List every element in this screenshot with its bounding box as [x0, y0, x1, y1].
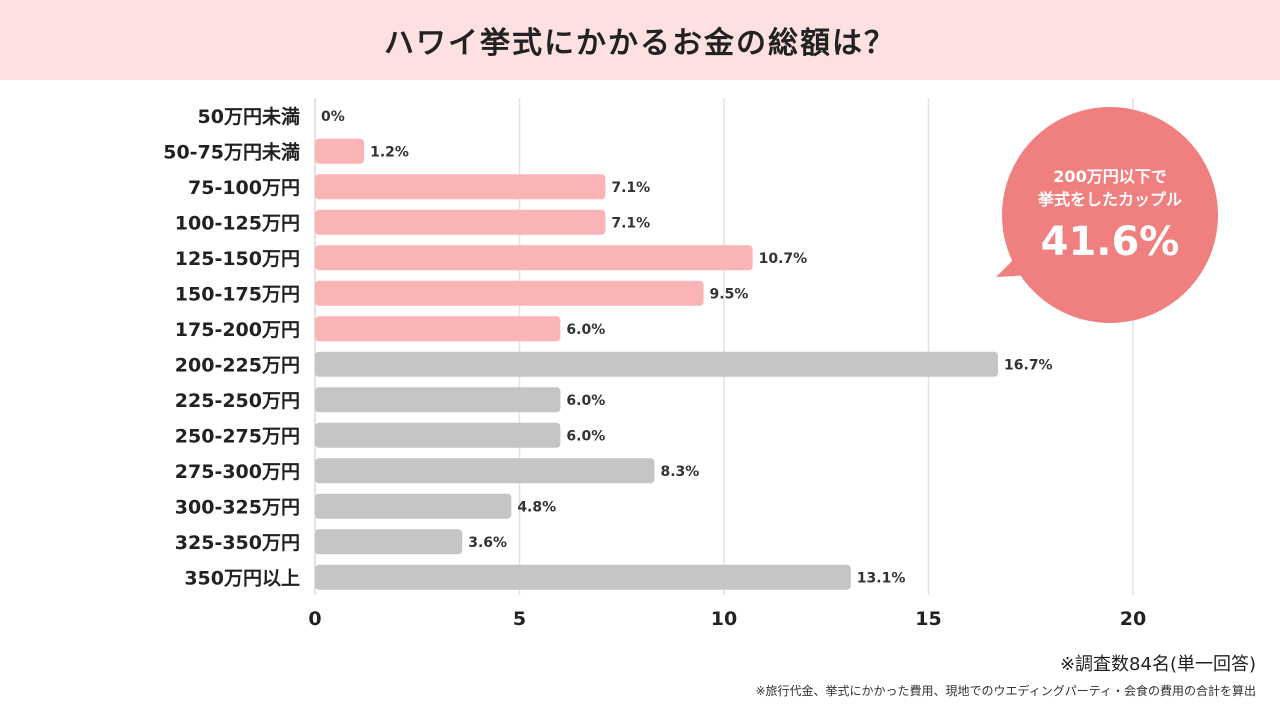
value-label: 7.1%	[611, 215, 650, 231]
value-label: 7.1%	[611, 180, 650, 196]
value-label: 3.6%	[468, 535, 507, 551]
category-label: 350万円以上	[184, 567, 300, 589]
callout-bubble: 200万円以下で 挙式をしたカップル 41.6%	[996, 107, 1218, 323]
bar	[315, 245, 753, 271]
bar	[315, 280, 704, 306]
x-tick-label: 5	[513, 608, 526, 630]
category-label: 50万円未満	[198, 105, 300, 128]
bar	[315, 174, 606, 200]
bar-chart: 0 5 10 15 20 50万円未満 0% 50-75万円未満 1.2% 75-100万円 7.1…	[163, 98, 1146, 630]
category-label: 275-300万円	[175, 461, 300, 483]
category-label: 175-200万円	[175, 319, 300, 341]
bar	[315, 493, 512, 519]
value-label: 4.8%	[517, 499, 556, 515]
page-title: ハワイ挙式にかかるお金の総額は？	[384, 26, 896, 61]
category-label: 225-250万円	[175, 390, 300, 412]
bar	[315, 316, 561, 342]
calculation-note: ※旅行代金、挙式にかかった費用、現地でのウエディングパーティ・会食の費用の合計を…	[755, 684, 1257, 698]
callout-bubble-shape	[996, 107, 1218, 323]
footnotes: ※調査数84名(単一回答) ※旅行代金、挙式にかかった費用、現地でのウエディング…	[756, 650, 1257, 699]
category-label: 50-75万円未満	[163, 140, 300, 163]
bar	[315, 387, 561, 413]
bar	[315, 422, 561, 448]
value-label: 16.7%	[1004, 357, 1053, 373]
value-label: 10.7%	[759, 251, 808, 267]
category-label: 325-350万円	[175, 532, 300, 554]
value-label: 9.5%	[710, 286, 749, 302]
bar	[315, 458, 655, 484]
bar	[315, 564, 851, 590]
bar	[315, 351, 999, 377]
bar	[315, 209, 606, 235]
value-label: 6.0%	[566, 393, 605, 409]
sample-size-note: ※調査数84名(単一回答)	[1059, 654, 1256, 675]
bar	[315, 529, 463, 555]
callout-line2: 挙式をしたカップル	[1037, 190, 1182, 209]
category-label: 100-125万円	[175, 212, 300, 234]
callout-line1: 200万円以下で	[1053, 167, 1167, 186]
x-tick-label: 15	[915, 608, 941, 630]
value-label: 0%	[321, 109, 345, 125]
category-label: 300-325万円	[175, 496, 300, 518]
callout-percent: 41.6%	[1040, 219, 1180, 265]
category-label: 75-100万円	[188, 177, 300, 199]
bar	[315, 138, 365, 164]
category-label: 200-225万円	[175, 354, 300, 376]
value-label: 8.3%	[660, 464, 699, 480]
value-label: 6.0%	[566, 322, 605, 338]
category-label: 250-275万円	[175, 425, 300, 447]
x-tick-label: 0	[308, 608, 321, 630]
category-label: 125-150万円	[175, 248, 300, 270]
value-label: 1.2%	[370, 144, 409, 160]
value-label: 6.0%	[566, 428, 605, 444]
category-label: 150-175万円	[175, 283, 300, 305]
header-banner: ハワイ挙式にかかるお金の総額は？	[0, 0, 1280, 80]
value-label: 13.1%	[857, 570, 906, 586]
x-tick-label: 20	[1120, 608, 1146, 630]
x-tick-label: 10	[711, 608, 737, 630]
